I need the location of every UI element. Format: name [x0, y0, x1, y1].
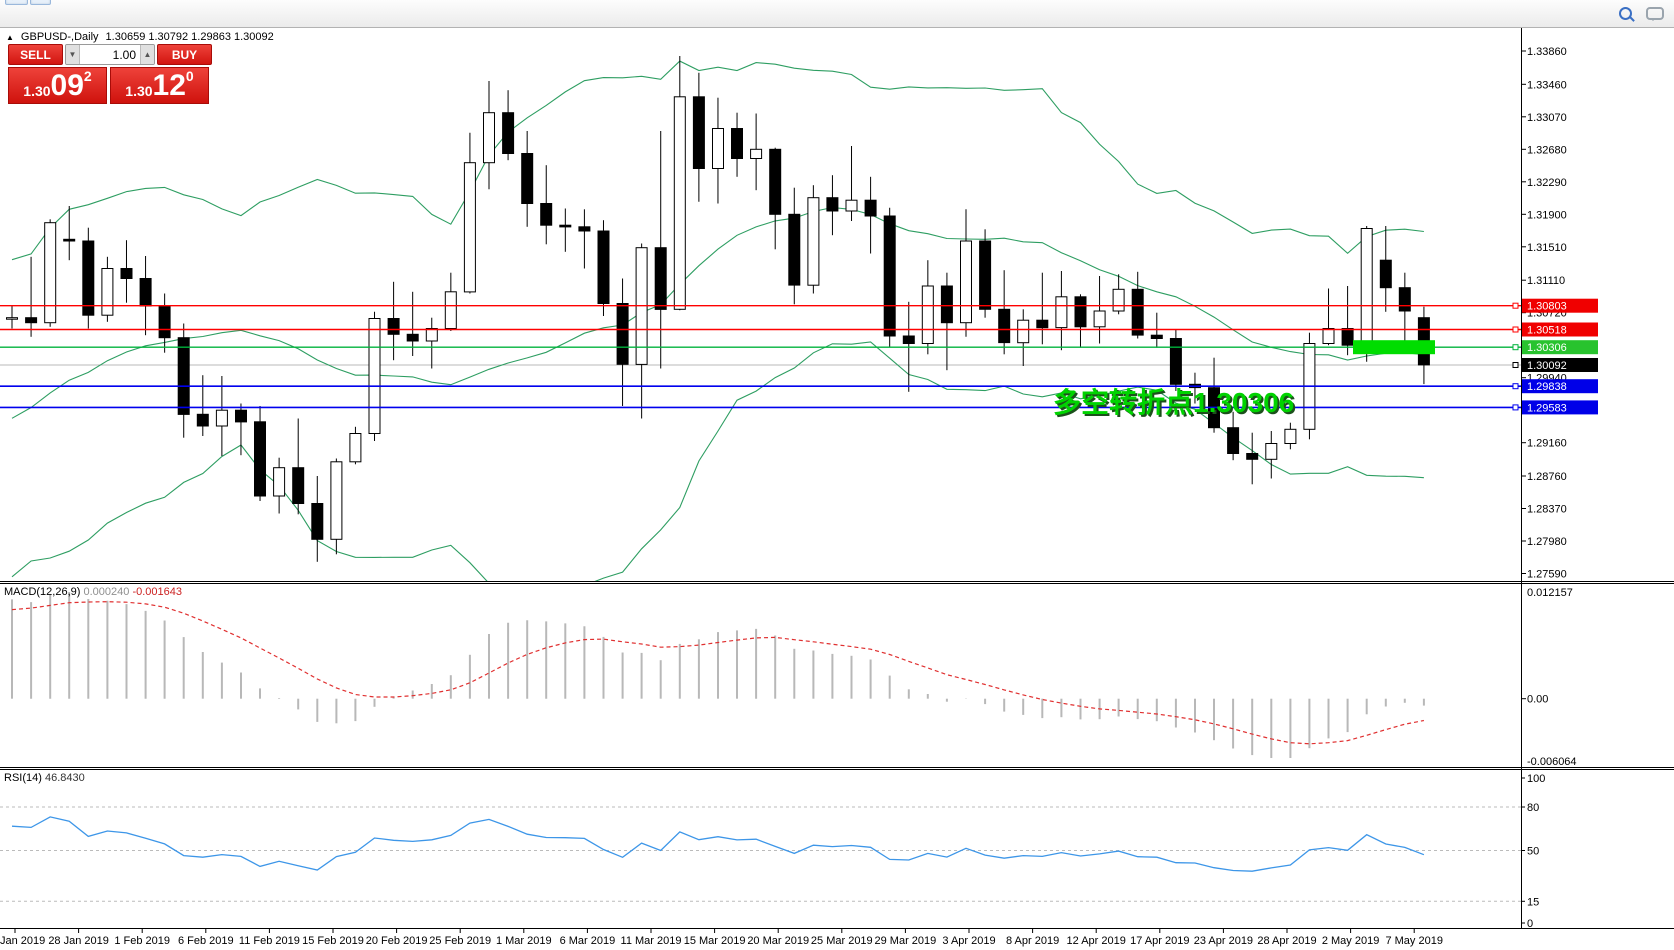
svg-text:1.30803: 1.30803: [1527, 301, 1567, 313]
svg-text:多空转折点1.30306: 多空转折点1.30306: [1053, 386, 1294, 418]
svg-text:17 Apr 2019: 17 Apr 2019: [1130, 935, 1189, 947]
svg-text:11 Mar 2019: 11 Mar 2019: [621, 935, 682, 947]
symbol-title: GBPUSD-,Daily: [20, 31, 99, 43]
volume-stepper: ▼ ▲: [65, 44, 155, 65]
svg-text:MACD(12,26,9) 0.000240 -0.0016: MACD(12,26,9) 0.000240 -0.001643: [4, 586, 182, 598]
buy-price-big: 12: [152, 69, 186, 102]
svg-text:1.31510: 1.31510: [1527, 242, 1567, 254]
svg-text:25 Feb 2019: 25 Feb 2019: [429, 935, 491, 947]
svg-text:1.28760: 1.28760: [1527, 471, 1567, 483]
toolbar-right: [1619, 0, 1664, 27]
svg-text:1.30092: 1.30092: [1527, 360, 1567, 372]
volume-decrease-button[interactable]: ▼: [66, 45, 79, 64]
svg-text:28 Apr 2019: 28 Apr 2019: [1257, 935, 1316, 947]
chart-canvas[interactable]: 多空转折点1.30306 多空转折点1.303061.338601.334601…: [0, 28, 1674, 950]
volume-increase-button[interactable]: ▲: [141, 45, 154, 64]
symbol-ohlc: 1.30659 1.30792 1.29863 1.30092: [105, 31, 274, 43]
sell-price-prefix: 1.30: [23, 82, 51, 99]
chat-icon[interactable]: [1646, 7, 1664, 21]
svg-text:12 Apr 2019: 12 Apr 2019: [1067, 935, 1126, 947]
auto-scroll-icon: ►: [10, 0, 23, 2]
svg-text:100: 100: [1527, 773, 1545, 785]
svg-text:50: 50: [1527, 846, 1539, 858]
svg-text:1.29838: 1.29838: [1527, 381, 1567, 393]
sell-price-sup: 2: [83, 68, 92, 84]
chart-window: 多空转折点1.30306 多空转折点1.30306 1.33860 1.33460 1…: [0, 28, 1674, 950]
svg-text:1.32680: 1.32680: [1527, 144, 1567, 156]
svg-text:1.33070: 1.33070: [1527, 112, 1567, 124]
sell-price-big: 09: [50, 69, 84, 102]
toolbar-group: ►⇥: [4, 0, 261, 5]
svg-text:11 Feb 2019: 11 Feb 2019: [239, 935, 300, 947]
svg-text:1.27590: 1.27590: [1527, 569, 1567, 581]
svg-text:8 Apr 2019: 8 Apr 2019: [1006, 935, 1059, 947]
sell-price-button[interactable]: 1.30 09 2: [8, 67, 107, 104]
svg-text:20 Feb 2019: 20 Feb 2019: [366, 935, 428, 947]
svg-text:1.31900: 1.31900: [1527, 209, 1567, 221]
svg-text:1.28370: 1.28370: [1527, 504, 1567, 516]
svg-text:23 Jan 2019: 23 Jan 2019: [0, 935, 45, 947]
svg-text:0: 0: [1527, 918, 1533, 930]
svg-text:1.29160: 1.29160: [1527, 438, 1567, 450]
search-icon[interactable]: [1619, 7, 1632, 20]
svg-text:1.29583: 1.29583: [1527, 402, 1567, 414]
svg-text:6 Mar 2019: 6 Mar 2019: [560, 935, 616, 947]
svg-text:1.33460: 1.33460: [1527, 79, 1567, 91]
svg-text:23 Apr 2019: 23 Apr 2019: [1194, 935, 1253, 947]
svg-text:25 Mar 2019: 25 Mar 2019: [811, 935, 873, 947]
pane-dividers[interactable]: [0, 581, 1674, 929]
chart-shift-button[interactable]: ⇥: [29, 0, 51, 5]
toolbar: ▤新订单◆☻◉◙自动交易║▣∿⊕⊖⊞►⇥ƒ▾◷▾▦▾↖+│─╱∥≡AT⇅▾M1M…: [0, 0, 1674, 156]
rsi-line: [11, 816, 1425, 872]
svg-text:1.31110: 1.31110: [1527, 275, 1565, 287]
svg-text:7 May 2019: 7 May 2019: [1385, 935, 1442, 947]
chart-shift-icon: ⇥: [35, 0, 46, 2]
svg-text:6 Feb 2019: 6 Feb 2019: [178, 935, 234, 947]
macd-pane: MACD(12,26,9) 0.000240 -0.001643 0.01215…: [4, 586, 1577, 768]
macd-signal-line: [11, 601, 1425, 745]
svg-text:1 Feb 2019: 1 Feb 2019: [114, 935, 170, 947]
svg-text:29 Mar 2019: 29 Mar 2019: [875, 935, 937, 947]
svg-text:3 Apr 2019: 3 Apr 2019: [942, 935, 995, 947]
svg-text:0.00: 0.00: [1527, 694, 1548, 706]
chart-symbol-header: ▲ GBPUSD-,Daily 1.30659 1.30792 1.29863 …: [6, 31, 274, 43]
rsi-pane: RSI(14) 46.8430 100 80 50 15 0: [0, 772, 1545, 930]
svg-text:RSI(14) 46.8430: RSI(14) 46.8430: [4, 772, 85, 784]
candles: [6, 56, 1430, 562]
collapse-triangle-icon[interactable]: ▲: [6, 32, 14, 42]
chart-annotation[interactable]: 多空转折点1.30306 多空转折点1.30306: [1053, 386, 1296, 420]
svg-text:1.27980: 1.27980: [1527, 536, 1567, 548]
svg-text:1 Mar 2019: 1 Mar 2019: [496, 935, 552, 947]
svg-text:1.33860: 1.33860: [1527, 46, 1567, 58]
buy-price-prefix: 1.30: [125, 82, 153, 99]
svg-text:1.30306: 1.30306: [1527, 342, 1567, 354]
svg-text:多空转折点1.30306: 多空转折点1.30306: [1055, 388, 1296, 420]
svg-text:-0.006064: -0.006064: [1527, 756, 1577, 768]
price-axis[interactable]: 1.33860 1.33460 1.33070 1.32680 1.32290 1.319…: [1512, 28, 1598, 929]
svg-text:1.30518: 1.30518: [1527, 325, 1567, 337]
support-highlight-rect[interactable]: [1353, 340, 1435, 355]
sell-button[interactable]: SELL: [8, 44, 63, 65]
svg-text:20 Mar 2019: 20 Mar 2019: [747, 935, 809, 947]
svg-text:15: 15: [1527, 896, 1539, 908]
svg-text:28 Jan 2019: 28 Jan 2019: [48, 935, 109, 947]
svg-text:1.32290: 1.32290: [1527, 177, 1567, 189]
volume-input[interactable]: [79, 45, 141, 64]
svg-text:80: 80: [1527, 802, 1539, 814]
svg-text:15 Mar 2019: 15 Mar 2019: [684, 935, 746, 947]
buy-price-sup: 0: [185, 68, 194, 84]
svg-text:2 May 2019: 2 May 2019: [1322, 935, 1379, 947]
auto-scroll-button[interactable]: ►: [5, 0, 28, 5]
svg-text:15 Feb 2019: 15 Feb 2019: [302, 935, 364, 947]
buy-price-button[interactable]: 1.30 12 0: [110, 67, 209, 104]
buy-button[interactable]: BUY: [157, 44, 212, 65]
svg-text:0.012157: 0.012157: [1527, 587, 1573, 599]
